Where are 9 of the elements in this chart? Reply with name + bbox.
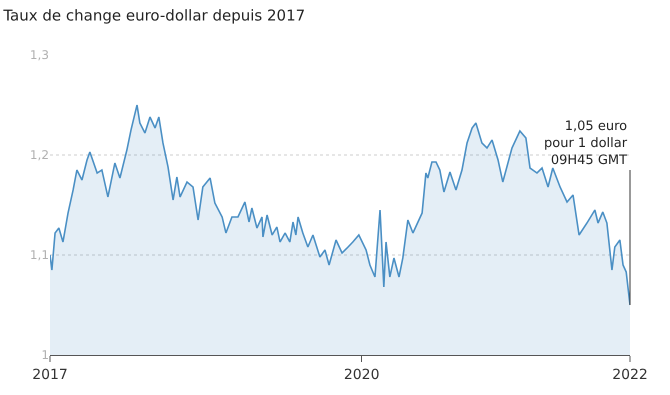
y-tick-label: 1,2 [30, 148, 49, 162]
y-tick-label: 1,3 [30, 48, 49, 62]
x-tick-label: 2020 [344, 366, 380, 383]
y-tick-label: 1,1 [30, 248, 49, 262]
y-tick-label: 1 [41, 348, 49, 362]
annotation: 1,05 euro pour 1 dollar 09H45 GMT [544, 119, 628, 168]
x-tick-label: 2022 [612, 366, 648, 383]
chart-title: Taux de change euro-dollar depuis 2017 [2, 6, 306, 24]
x-tick-label: 2017 [32, 366, 68, 383]
